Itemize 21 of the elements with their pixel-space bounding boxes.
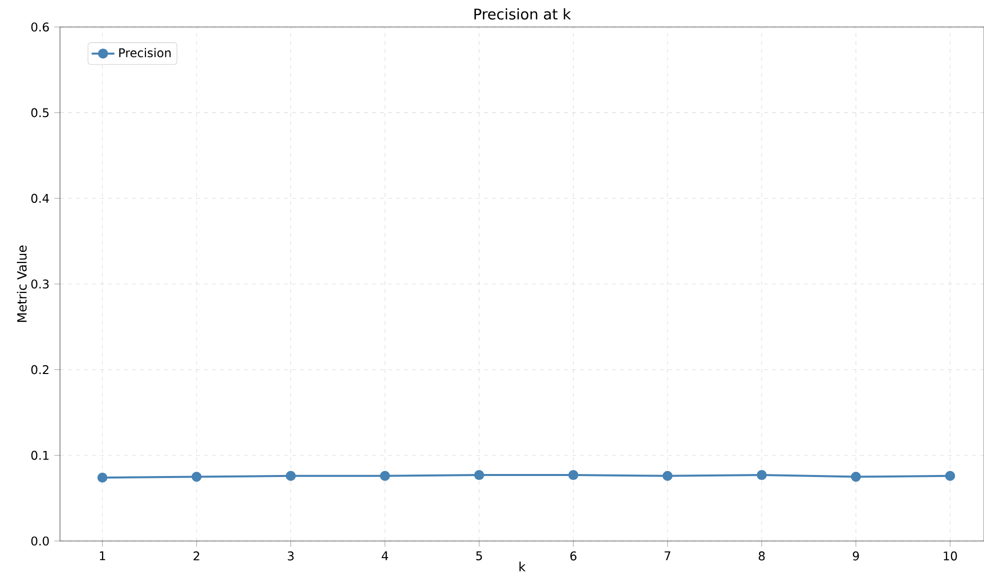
y-tick-label: 0.0 <box>31 536 49 546</box>
y-tick-label: 0.2 <box>31 365 48 374</box>
y-tick-label: 0.3 <box>31 279 49 289</box>
legend-label: Precision <box>119 48 171 58</box>
x-tick-label: 10 <box>944 551 957 560</box>
x-tick-label: 3 <box>288 551 294 560</box>
x-tick-label: 1 <box>100 551 106 560</box>
x-tick-label: 4 <box>382 551 388 560</box>
x-tick-label: 6 <box>570 551 576 560</box>
y-tick-label: 0.6 <box>31 22 49 32</box>
y-tick-label: 0.5 <box>31 108 49 118</box>
y-tick-label: 0.1 <box>31 450 48 460</box>
y-axis-title: Metric Value <box>16 246 27 322</box>
x-tick-label: 5 <box>476 551 482 560</box>
chart-title: Precision at k <box>474 8 571 20</box>
x-tick-label: 7 <box>664 551 670 560</box>
x-axis-title: k <box>519 562 526 572</box>
x-tick-label: 2 <box>194 551 200 560</box>
x-tick-label: 8 <box>758 551 765 560</box>
x-tick-label: 9 <box>852 551 859 560</box>
y-tick-label: 0.4 <box>31 194 49 203</box>
